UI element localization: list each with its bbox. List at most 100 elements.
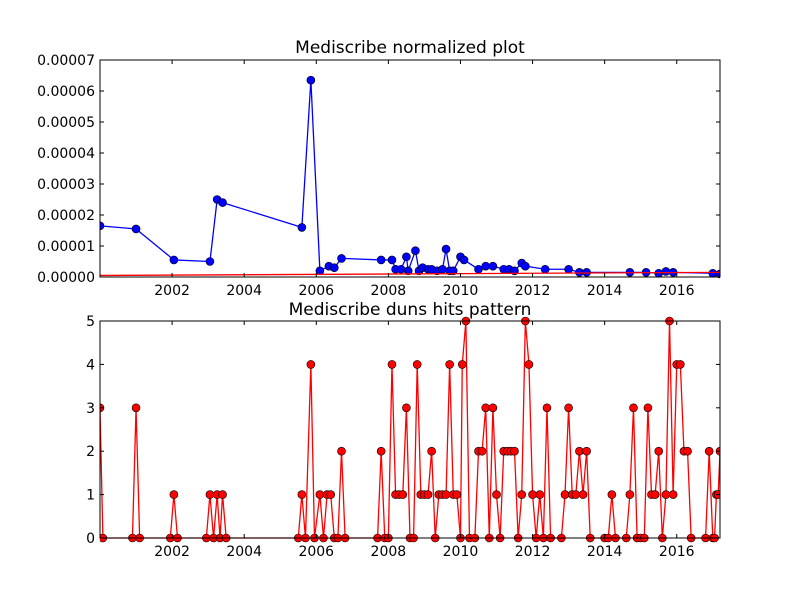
bottom-chart-data-point bbox=[169, 490, 179, 499]
bottom-chart-y-tick-label: 4 bbox=[86, 357, 95, 373]
bottom-chart-data-point bbox=[481, 403, 491, 413]
bottom-chart-data-point bbox=[492, 490, 501, 499]
bottom-chart-data-point bbox=[560, 490, 570, 499]
top-chart-x-tick-label: 2012 bbox=[515, 283, 551, 299]
top-chart-y-tick-label: 0.00005 bbox=[37, 115, 95, 131]
top-chart-data-point bbox=[100, 221, 105, 231]
bottom-chart-x-tick-label: 2006 bbox=[298, 544, 334, 560]
top-chart-data-point bbox=[411, 246, 420, 255]
bottom-chart-data-point bbox=[661, 490, 671, 499]
top-chart-data-point bbox=[337, 254, 346, 263]
bottom-chart-data-point bbox=[578, 490, 588, 499]
top-chart: Mediscribe normalized plot 2002 2004 2006 2… bbox=[37, 38, 721, 299]
bottom-chart-series-line-0 bbox=[100, 320, 720, 539]
top-chart-data-point bbox=[297, 223, 307, 232]
bottom-chart-data-point bbox=[387, 360, 397, 369]
bottom-chart-data-point bbox=[542, 403, 552, 413]
bottom-chart-x-tick-label: 2014 bbox=[587, 544, 623, 560]
bottom-chart-data-point bbox=[654, 446, 664, 456]
bottom-chart-data-point bbox=[683, 446, 692, 456]
top-chart-x-tick-label: 2016 bbox=[659, 283, 695, 299]
bottom-chart-data-point bbox=[376, 446, 386, 456]
bottom-chart-data-point bbox=[650, 490, 660, 499]
bottom-chart-data-point bbox=[488, 403, 498, 413]
bottom-chart-data-point bbox=[704, 446, 714, 456]
bottom-chart-data-point bbox=[326, 490, 336, 499]
top-chart-data-point bbox=[306, 75, 316, 85]
top-chart-y-tick-label: 0.00000 bbox=[37, 270, 95, 286]
bottom-chart-x-tick-label: 2012 bbox=[515, 544, 551, 560]
bottom-chart-data-point bbox=[337, 446, 346, 456]
bottom-chart-data-point bbox=[423, 490, 433, 499]
bottom-chart-data-point bbox=[427, 446, 436, 456]
top-chart-data-point bbox=[402, 252, 411, 262]
bottom-chart-data-point bbox=[524, 360, 534, 369]
top-chart-data-point bbox=[661, 267, 671, 276]
bottom-chart-data-point bbox=[205, 490, 215, 499]
bottom-chart-data-point bbox=[571, 490, 581, 499]
top-chart-x-tick-label: 2004 bbox=[226, 283, 262, 299]
bottom-chart-data-point bbox=[607, 490, 617, 499]
bottom-chart-data-point bbox=[131, 403, 141, 413]
top-chart-y-tick-label: 0.00007 bbox=[37, 53, 95, 69]
bottom-chart-data-point bbox=[517, 490, 527, 499]
top-chart-x-tick-label: 2006 bbox=[298, 283, 334, 299]
bottom-chart-data-point bbox=[643, 403, 653, 413]
bottom-chart-data-point bbox=[445, 360, 454, 369]
top-chart-data-point bbox=[540, 264, 550, 274]
bottom-chart-data-point bbox=[625, 490, 635, 499]
top-chart-data-point bbox=[218, 198, 227, 207]
top-chart-data-point bbox=[329, 263, 339, 273]
top-chart-y-tick-label: 0.00003 bbox=[37, 177, 95, 193]
top-chart-data-point bbox=[403, 266, 413, 276]
bottom-chart-x-tick-label: 2016 bbox=[659, 544, 695, 560]
bottom-chart-data-point bbox=[582, 446, 591, 456]
top-chart-data-point bbox=[521, 261, 530, 271]
bottom-chart-x-tick-label: 2004 bbox=[226, 544, 262, 560]
top-chart-x-tick-label: 2010 bbox=[443, 283, 479, 299]
top-chart-data-point bbox=[387, 255, 397, 265]
top-chart-x-tick-label: 2008 bbox=[371, 283, 407, 299]
bottom-chart-data-point bbox=[297, 490, 307, 499]
bottom-chart-x-tick-label: 2008 bbox=[371, 544, 407, 560]
top-chart-y-tick-label: 0.00001 bbox=[37, 239, 95, 255]
bottom-chart-data-point bbox=[564, 403, 573, 413]
top-chart-data-point bbox=[376, 255, 386, 265]
bottom-chart-y-tick-label: 0 bbox=[86, 531, 95, 547]
bottom-chart-data-point bbox=[218, 490, 227, 499]
top-chart-x-tick-label: 2002 bbox=[154, 283, 190, 299]
top-chart-data-point bbox=[708, 268, 718, 278]
top-chart-data-point bbox=[169, 255, 179, 265]
top-chart-axes-frame bbox=[99, 59, 721, 278]
bottom-chart-data-point bbox=[510, 446, 519, 456]
top-chart-data-point bbox=[488, 261, 498, 271]
bottom-chart-data-point bbox=[477, 446, 487, 456]
top-chart-title: Mediscribe normalized plot bbox=[295, 38, 525, 58]
bottom-chart-data-point bbox=[398, 490, 408, 499]
bottom-chart-title: Mediscribe duns hits pattern bbox=[289, 300, 532, 320]
top-chart-data-point bbox=[131, 224, 141, 234]
bottom-chart-data-point bbox=[441, 490, 451, 499]
bottom-chart-y-tick-label: 2 bbox=[86, 444, 95, 460]
top-chart-y-tick-label: 0.00006 bbox=[37, 84, 95, 100]
top-chart-series-line-1 bbox=[100, 271, 720, 277]
top-chart-data-point bbox=[205, 257, 215, 266]
bottom-chart-data-point bbox=[315, 490, 325, 499]
top-chart-data-point bbox=[474, 264, 483, 274]
bottom-chart-data-point bbox=[306, 360, 316, 369]
bottom-chart-x-tick-label: 2002 bbox=[154, 544, 190, 560]
bottom-chart-data-point bbox=[668, 490, 678, 499]
top-chart-x-tick-label: 2014 bbox=[587, 283, 623, 299]
top-chart-data-point bbox=[396, 264, 406, 274]
top-chart-data-point bbox=[448, 266, 458, 276]
bottom-chart-data-point bbox=[528, 490, 537, 499]
top-chart-data-point bbox=[564, 264, 573, 274]
top-chart-data-point bbox=[438, 264, 447, 274]
top-chart-data-point bbox=[315, 266, 325, 276]
top-chart-plot-area bbox=[100, 75, 720, 279]
bottom-chart-data-point bbox=[676, 360, 685, 369]
top-chart-data-point bbox=[459, 255, 469, 265]
bottom-chart-data-point bbox=[629, 403, 638, 413]
bottom-chart-data-point bbox=[412, 360, 422, 369]
